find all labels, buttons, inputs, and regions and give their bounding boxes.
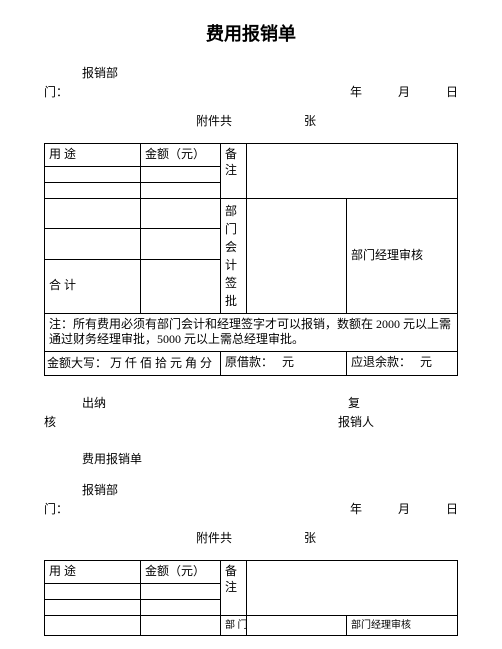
col-use: 用 途 — [45, 144, 141, 167]
expense-table-1: 用 途 金额（元） 备注 部 门会 计签 批 部门经理审核 合 计 注：所有费用… — [44, 143, 458, 376]
note-text: 注：所有费用必须有部门会计和经理签字才可以报销，数额在 2000 元以上需通过财… — [45, 313, 458, 351]
month-label: 月 — [398, 83, 410, 100]
year2-label: 年 — [350, 500, 362, 517]
dept-label-2: 门： — [44, 83, 68, 100]
dept2-label-2: 门： — [44, 500, 68, 517]
dept2-sign-label: 部 门会 计签 批 — [221, 615, 247, 635]
loan-unit: 元 — [282, 355, 294, 369]
attach2-label: 附件共 — [196, 529, 304, 546]
cap-label: 金额大写： — [47, 356, 107, 370]
day-label: 日 — [446, 83, 458, 100]
form-title: 费用报销单 — [44, 20, 458, 46]
reviewer-label-2: 核 — [44, 413, 56, 430]
refund-label: 应退余款： — [351, 355, 411, 369]
loan-label: 原借款： — [225, 355, 273, 369]
col2-use: 用 途 — [45, 561, 141, 584]
cashier-label: 出纳 — [82, 394, 106, 411]
month2-label: 月 — [398, 500, 410, 517]
person-label: 报销人 — [338, 413, 458, 430]
reviewer-label-1: 复 — [348, 394, 458, 411]
dept-sign-cell — [247, 198, 347, 313]
year-label: 年 — [350, 83, 362, 100]
sum-label: 合 计 — [45, 259, 141, 313]
attach-label: 附件共 — [196, 112, 304, 129]
expense-table-2: 用 途 金额（元） 备注 部 门会 计签 批 部门经理审核 — [44, 560, 458, 636]
col-amount: 金额（元） — [141, 144, 221, 167]
mgr2-label: 部门经理审核 — [347, 615, 458, 635]
mgr-label: 部门经理审核 — [347, 198, 458, 313]
attach2-unit: 张 — [304, 529, 316, 546]
dept2-label-1: 报销部 — [82, 481, 118, 498]
attach-unit: 张 — [304, 112, 316, 129]
day2-label: 日 — [446, 500, 458, 517]
refund-unit: 元 — [420, 355, 432, 369]
dept-sign-label: 部 门会 计签 批 — [221, 198, 247, 313]
cap-units: 万 仟 佰 拾 元 角 分 — [110, 356, 212, 370]
remark2-cell — [247, 561, 458, 616]
col2-amount: 金额（元） — [141, 561, 221, 584]
remark-cell — [247, 144, 458, 199]
col2-remark: 备注 — [221, 561, 247, 616]
dept-label-1: 报销部 — [82, 64, 118, 81]
form2-title: 费用报销单 — [44, 450, 458, 467]
col-remark: 备注 — [221, 144, 247, 199]
